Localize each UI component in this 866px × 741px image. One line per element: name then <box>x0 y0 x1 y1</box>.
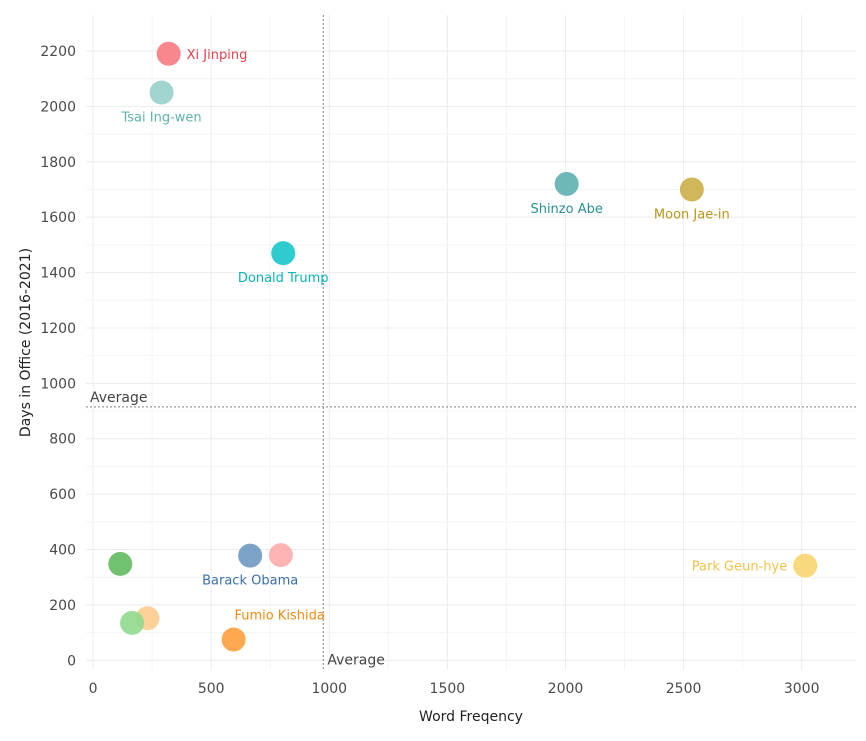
data-point <box>156 41 181 66</box>
data-point <box>554 171 579 196</box>
x-tick-label: 0 <box>89 681 98 697</box>
point-label: Moon Jae-in <box>654 207 730 222</box>
data-point <box>268 543 293 568</box>
y-tick-label: 2000 <box>40 99 76 115</box>
data-point <box>108 551 133 576</box>
x-tick-label: 2000 <box>548 681 584 697</box>
average-y-label: Average <box>90 390 148 406</box>
point-labels: Xi Jinping Tsai Ing-wen Shinzo Abe Moon Jae… <box>120 48 787 624</box>
y-tick-label: 800 <box>49 432 76 448</box>
data-points <box>108 41 818 652</box>
y-tick-label: 1600 <box>40 210 76 226</box>
data-point <box>238 543 263 568</box>
y-tick-label: 200 <box>49 598 76 614</box>
grid <box>86 15 856 670</box>
x-tick-label: 2500 <box>666 681 702 697</box>
y-tick-label: 2200 <box>40 44 76 60</box>
y-tick-label: 600 <box>49 487 76 503</box>
point-label: Park Geun-hye <box>692 560 787 575</box>
y-tick-label: 1000 <box>40 376 76 392</box>
point-label: Tsai Ing-wen <box>120 111 201 126</box>
y-tick-label: 0 <box>67 653 76 669</box>
x-tick-label: 1500 <box>430 681 466 697</box>
x-axis-title: Word Freqency <box>419 709 523 725</box>
data-point <box>793 553 818 578</box>
y-tick-label: 1800 <box>40 155 76 171</box>
point-label: Barack Obama <box>202 574 298 589</box>
y-tick-label: 1400 <box>40 266 76 282</box>
axis-ticks: 0 500 1000 1500 2000 2500 3000 0 200 400 600 800 100… <box>40 44 819 697</box>
y-tick-label: 1200 <box>40 321 76 337</box>
point-label: Xi Jinping <box>187 48 248 63</box>
data-point <box>149 80 174 105</box>
y-axis-title: Days in Office (2016-2021) <box>18 248 34 437</box>
data-point <box>271 241 296 266</box>
average-x-label: Average <box>327 652 385 668</box>
point-label: Donald Trump <box>238 271 329 286</box>
point-label: Fumio Kishida <box>234 609 324 624</box>
y-tick-label: 400 <box>49 543 76 559</box>
average-lines: Average Average <box>86 15 856 670</box>
data-point <box>120 610 145 635</box>
x-tick-label: 1000 <box>311 681 347 697</box>
point-label: Shinzo Abe <box>530 202 602 217</box>
x-tick-label: 500 <box>198 681 225 697</box>
data-point <box>221 627 246 652</box>
x-tick-label: 3000 <box>784 681 820 697</box>
data-point <box>679 177 704 202</box>
